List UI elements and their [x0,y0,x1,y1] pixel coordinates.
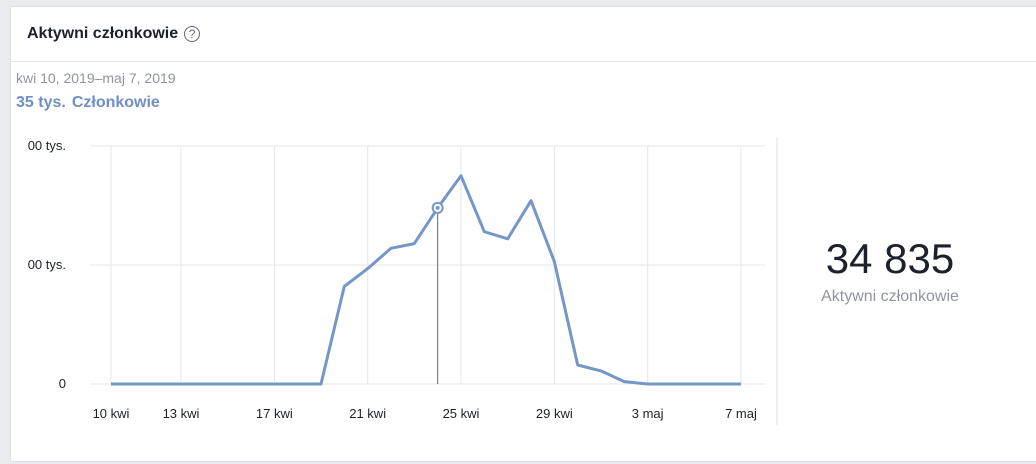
x-tick-label: 21 kwi [349,406,386,421]
summary-members: 35 tys. Członkowie [16,94,160,112]
highlight-point-center [435,205,440,210]
x-tick-label: 7 maj [725,406,757,421]
kpi-value: 34 835 [825,235,955,282]
summary-label: Członkowie [71,94,160,111]
y-tick-label: 0 [59,376,66,391]
date-range: kwi 10, 2019–maj 7, 2019 [16,70,176,86]
x-tick-label: 29 kwi [536,406,573,421]
series-line [111,174,741,386]
question-circle-icon[interactable]: ? [184,26,201,42]
y-tick-label: 00 tys. [28,138,66,153]
card-title: Aktywni członkowie [27,25,179,42]
x-tick-label: 17 kwi [256,406,293,421]
y-tick-label: 00 tys. [28,257,66,272]
summary-value: 35 tys. [16,94,66,111]
line-chart: 0 00 tys. 00 tys. 10 kwi 13 kwi 17 kwi 21 kwi 2… [28,138,778,426]
x-tick-label: 3 maj [632,406,664,421]
card-header: Aktywni członkowie ? [11,7,1036,62]
x-tick-label: 10 kwi [93,406,130,421]
kpi-label: Aktywni członkowie [821,288,959,305]
x-tick-label: 25 kwi [443,406,480,421]
x-tick-label: 13 kwi [163,406,200,421]
kpi-block: 34 835 Aktywni członkowie [760,238,1020,306]
